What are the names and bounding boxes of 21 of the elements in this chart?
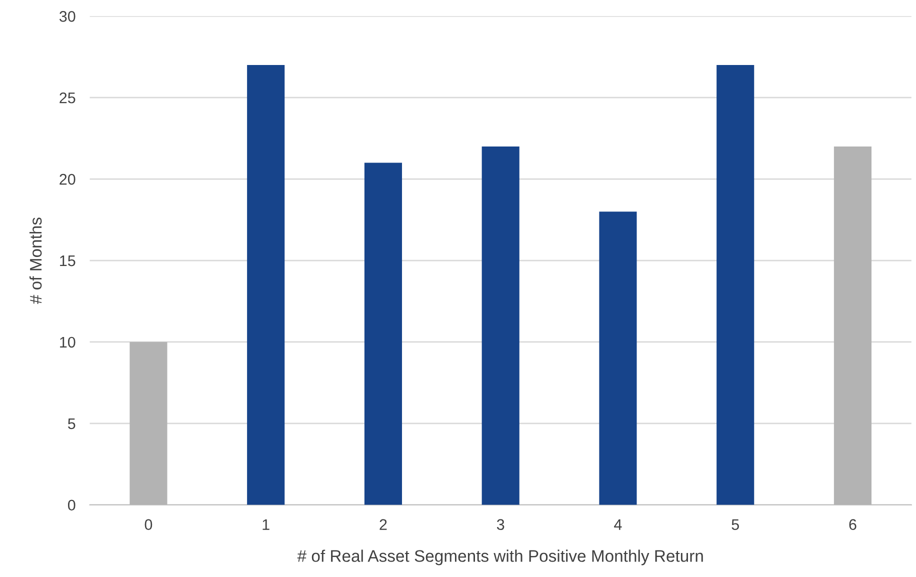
- bar: [599, 212, 637, 505]
- x-axis-title: # of Real Asset Segments with Positive Monthly Return: [297, 550, 703, 566]
- y-tick-label: 20: [60, 174, 76, 185]
- y-tick-label: 10: [60, 336, 76, 348]
- y-tick-label: 25: [60, 92, 76, 104]
- bar: [364, 162, 402, 505]
- bar: [482, 146, 520, 505]
- x-tick-label: 5: [732, 519, 739, 530]
- bar: [716, 65, 754, 505]
- y-tick-label: 15: [60, 256, 76, 266]
- bar: [247, 65, 285, 505]
- y-tick-label: 0: [68, 500, 76, 511]
- y-axis-title: # of Months: [29, 218, 42, 304]
- x-tick-label: 4: [614, 519, 622, 530]
- x-tick-label: 2: [380, 519, 387, 530]
- y-tick-label: 30: [59, 11, 76, 22]
- x-tick-label: 0: [144, 519, 152, 530]
- x-tick-label: 1: [262, 519, 270, 530]
- x-tick-label: 6: [849, 519, 856, 530]
- x-tick-label: 3: [496, 519, 504, 530]
- y-tick-label: 5: [68, 418, 76, 430]
